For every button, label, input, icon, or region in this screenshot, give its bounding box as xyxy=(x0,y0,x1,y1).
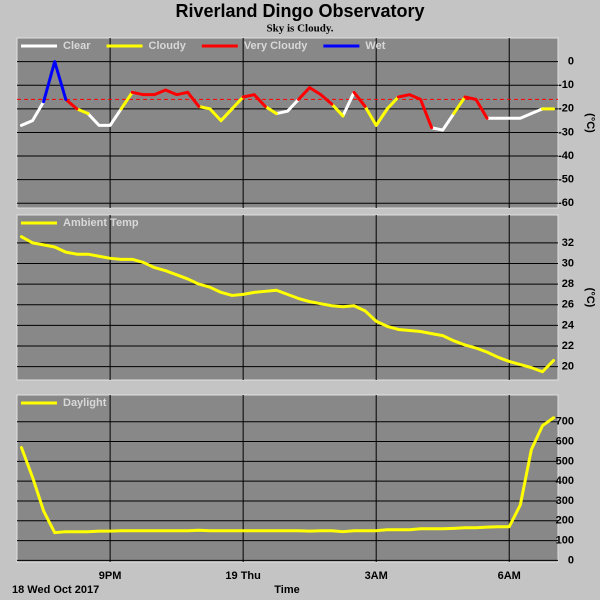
x-tick-label: 3AM xyxy=(365,570,388,582)
legend-label: Clear xyxy=(63,40,91,52)
data-line xyxy=(75,90,556,127)
y-tick-label: 100 xyxy=(556,535,574,547)
y-tick-label: 0 xyxy=(568,554,574,566)
y-tick-label: 0 xyxy=(568,56,574,68)
x-tick-label: 6AM xyxy=(498,570,521,582)
data-line xyxy=(64,86,489,130)
chart-title: Riverland Dingo Observatory xyxy=(175,1,424,21)
legend-label: Cloudy xyxy=(149,40,187,52)
y-tick-label: 30 xyxy=(562,257,574,269)
y-tick-label: 700 xyxy=(556,416,574,428)
plot-area xyxy=(16,214,559,381)
y-tick-label: -50 xyxy=(558,174,574,186)
plot-area xyxy=(16,394,559,563)
y-tick-label: 20 xyxy=(562,361,574,373)
y-tick-label: 26 xyxy=(562,299,574,311)
date-label: 18 Wed Oct 2017 xyxy=(12,584,99,596)
x-tick-label: 19 Thu xyxy=(225,570,260,582)
x-tick-label: 9PM xyxy=(99,570,122,582)
legend-label: Ambient Temp xyxy=(63,217,139,229)
y-tick-label: -10 xyxy=(558,79,574,91)
y-tick-label: 24 xyxy=(562,319,575,331)
chart-subtitle: Sky is Cloudy. xyxy=(267,23,334,35)
y-tick-label: 28 xyxy=(562,278,574,290)
y-tick-label: 500 xyxy=(556,455,574,467)
y-tick-label: 300 xyxy=(556,495,574,507)
y-tick-label: 400 xyxy=(556,475,574,487)
y-tick-label: -40 xyxy=(558,150,574,162)
y-tick-label: 32 xyxy=(562,237,574,249)
y-axis-label: (°C) xyxy=(584,288,596,308)
data-line xyxy=(42,60,68,104)
x-axis-label: Time xyxy=(274,584,299,596)
legend-label: Wet xyxy=(365,40,385,52)
y-tick-label: -30 xyxy=(558,126,574,138)
y-tick-label: -60 xyxy=(558,197,574,209)
y-tick-label: 600 xyxy=(556,435,574,447)
data-line xyxy=(19,235,556,374)
legend-label: Daylight xyxy=(63,397,107,409)
y-axis-label: (°C) xyxy=(584,113,596,133)
legend-label: Very Cloudy xyxy=(244,40,308,52)
y-tick-label: 200 xyxy=(556,515,574,527)
y-tick-label: -20 xyxy=(558,103,574,115)
data-line xyxy=(19,416,556,535)
y-tick-label: 22 xyxy=(562,340,574,352)
